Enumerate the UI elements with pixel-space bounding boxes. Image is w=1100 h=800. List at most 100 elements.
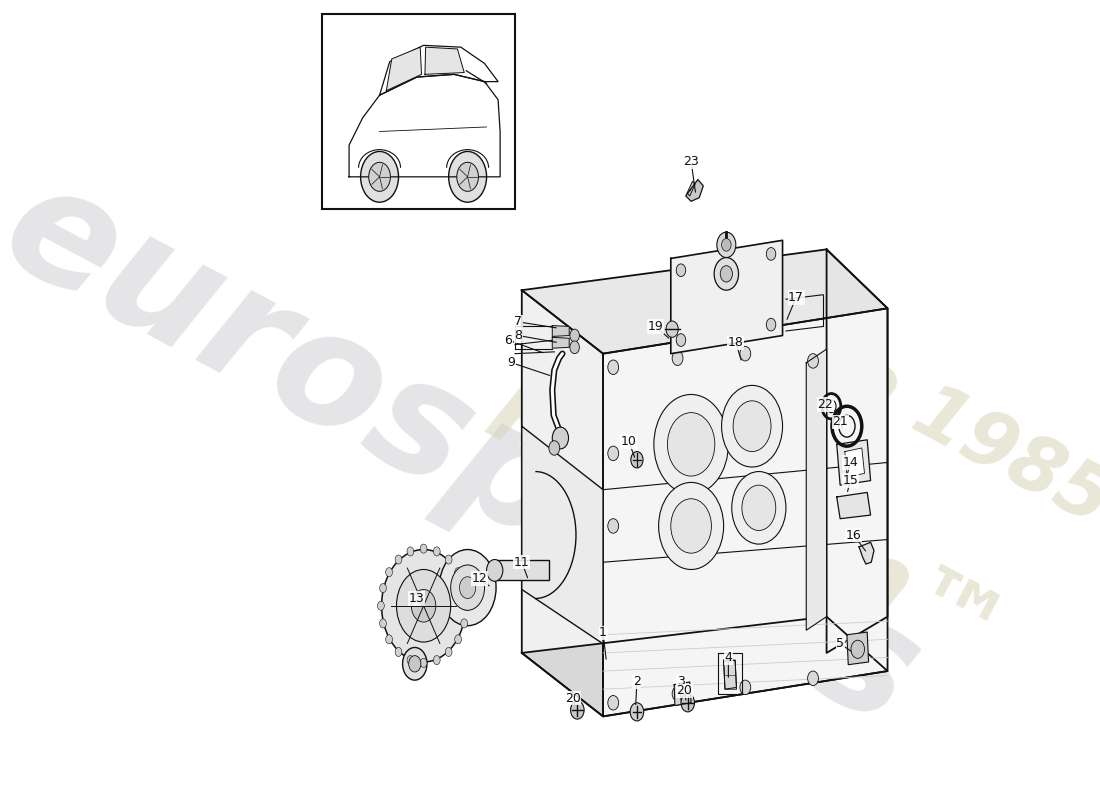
Text: 15: 15 (843, 474, 858, 487)
Circle shape (608, 360, 618, 374)
Text: 21: 21 (833, 415, 848, 428)
Circle shape (446, 555, 452, 564)
Polygon shape (674, 682, 691, 706)
Polygon shape (859, 542, 874, 564)
Circle shape (681, 694, 694, 712)
Circle shape (403, 647, 427, 680)
Text: 1: 1 (600, 626, 607, 639)
Circle shape (668, 413, 715, 476)
Circle shape (396, 570, 451, 642)
Text: eurospares: eurospares (0, 148, 943, 759)
Circle shape (379, 619, 386, 628)
Polygon shape (521, 426, 603, 644)
Polygon shape (837, 493, 870, 518)
Circle shape (608, 695, 618, 710)
Circle shape (368, 162, 390, 191)
Circle shape (361, 151, 398, 202)
Circle shape (740, 680, 750, 694)
Circle shape (549, 441, 560, 455)
Circle shape (630, 451, 644, 468)
Circle shape (420, 544, 427, 553)
Circle shape (454, 635, 462, 644)
Polygon shape (724, 660, 737, 689)
Polygon shape (837, 440, 870, 485)
Circle shape (377, 602, 384, 610)
Text: 5: 5 (836, 638, 844, 650)
Bar (495, 561, 549, 580)
Circle shape (570, 329, 580, 342)
Text: 16: 16 (846, 529, 861, 542)
Circle shape (720, 266, 733, 282)
Text: 4: 4 (725, 651, 733, 664)
Circle shape (420, 658, 427, 667)
Polygon shape (386, 47, 421, 90)
Circle shape (379, 583, 386, 593)
Text: 23: 23 (683, 155, 698, 168)
Circle shape (767, 247, 775, 260)
Circle shape (653, 394, 728, 494)
Text: passion™: passion™ (484, 342, 1021, 691)
Circle shape (570, 341, 580, 354)
Circle shape (659, 482, 724, 570)
Text: 7: 7 (515, 315, 522, 329)
Polygon shape (671, 240, 782, 354)
Text: 11: 11 (514, 556, 530, 569)
Circle shape (722, 386, 782, 467)
Polygon shape (379, 46, 498, 95)
Text: 12: 12 (472, 572, 487, 585)
Polygon shape (845, 448, 865, 477)
Circle shape (433, 655, 440, 665)
Circle shape (672, 351, 683, 366)
Circle shape (732, 471, 785, 544)
Circle shape (395, 555, 402, 564)
Polygon shape (685, 179, 703, 202)
Polygon shape (521, 290, 603, 716)
Text: 8: 8 (515, 329, 522, 342)
Circle shape (460, 577, 475, 598)
Circle shape (461, 619, 468, 628)
Circle shape (676, 264, 685, 277)
Polygon shape (806, 349, 826, 630)
Polygon shape (349, 74, 500, 177)
Circle shape (571, 701, 584, 719)
Circle shape (807, 671, 818, 686)
Circle shape (456, 162, 478, 191)
Circle shape (411, 590, 436, 622)
Bar (322, 14, 515, 209)
Text: since 1985: since 1985 (680, 258, 1100, 540)
Polygon shape (521, 617, 888, 716)
Circle shape (386, 568, 393, 577)
Text: 17: 17 (789, 291, 804, 304)
Circle shape (454, 568, 462, 577)
Circle shape (630, 702, 644, 721)
Circle shape (461, 583, 468, 593)
Circle shape (733, 401, 771, 451)
Circle shape (386, 635, 393, 644)
Circle shape (552, 427, 569, 449)
Text: 19: 19 (648, 320, 663, 333)
Circle shape (717, 232, 736, 258)
Circle shape (741, 485, 776, 530)
Text: 20: 20 (564, 692, 581, 705)
Text: 6: 6 (504, 334, 513, 346)
Circle shape (439, 550, 496, 626)
Text: 14: 14 (843, 456, 858, 469)
Circle shape (767, 318, 775, 331)
Circle shape (382, 550, 465, 662)
Circle shape (671, 498, 712, 553)
Polygon shape (521, 250, 888, 354)
Polygon shape (688, 182, 695, 196)
Circle shape (676, 334, 685, 346)
Circle shape (446, 647, 452, 657)
Circle shape (740, 346, 750, 361)
Text: 9: 9 (508, 356, 516, 370)
Circle shape (608, 518, 618, 534)
Circle shape (667, 321, 679, 338)
Circle shape (409, 656, 421, 672)
Polygon shape (425, 47, 464, 74)
Circle shape (395, 647, 402, 657)
Circle shape (407, 547, 414, 556)
Circle shape (433, 547, 440, 556)
Circle shape (714, 258, 738, 290)
Text: 13: 13 (409, 592, 425, 605)
